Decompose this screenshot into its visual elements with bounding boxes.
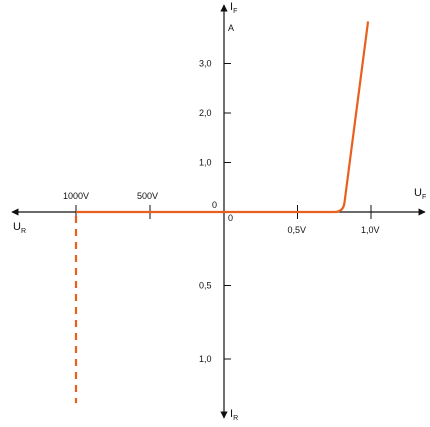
- x-forward-tick-label: 1,0V: [361, 225, 380, 235]
- y-forward-tick-label: 2,0: [199, 108, 212, 118]
- origin-label-bottom: 0: [228, 213, 233, 223]
- x-reverse-tick-label: 500V: [137, 191, 158, 201]
- x-negative-axis-label: UR: [13, 221, 26, 235]
- forward-current-curve: [224, 21, 368, 212]
- y-forward-tick-label: 3,0: [199, 59, 212, 69]
- x-forward-tick-label: 0,5V: [288, 225, 307, 235]
- y-forward-tick-label: 1,0: [199, 158, 212, 168]
- x-reverse-tick-label: 1000V: [63, 191, 89, 201]
- x-positive-axis-label: UF: [414, 187, 426, 201]
- y-reverse-tick-label: 0,5: [199, 281, 212, 291]
- origin-label-top: 0: [212, 200, 217, 210]
- y-unit-label: A: [228, 23, 234, 33]
- y-negative-axis-label: IR: [230, 408, 238, 422]
- y-reverse-tick-label: 1,0: [199, 354, 212, 364]
- y-positive-axis-label: IF: [230, 1, 237, 15]
